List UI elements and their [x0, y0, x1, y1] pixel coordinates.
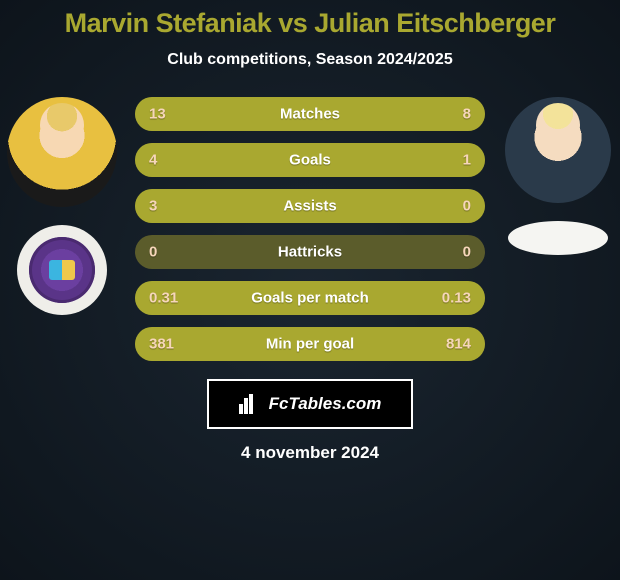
comparison-card: Marvin Stefaniak vs Julian Eitschberger …	[0, 0, 620, 463]
left-side	[7, 97, 117, 315]
stat-label: Goals	[289, 152, 331, 169]
stat-label: Assists	[283, 198, 336, 215]
stat-row: 0.31 0.13 Goals per match	[135, 281, 485, 315]
stat-value-right: 1	[463, 152, 471, 169]
stat-row: 0 0 Hattricks	[135, 235, 485, 269]
date-label: 4 november 2024	[0, 443, 620, 463]
stat-fill-right	[415, 143, 485, 177]
right-side	[503, 97, 613, 255]
stat-value-right: 0	[463, 198, 471, 215]
player-left-avatar	[7, 97, 117, 207]
page-title: Marvin Stefaniak vs Julian Eitschberger	[0, 8, 620, 39]
stat-value-right: 0	[463, 244, 471, 261]
stat-value-left: 0.31	[149, 290, 178, 307]
source-badge: FcTables.com	[207, 379, 413, 429]
stat-value-left: 381	[149, 336, 174, 353]
stat-value-left: 0	[149, 244, 157, 261]
stat-label: Goals per match	[251, 290, 369, 307]
stat-fill-left	[135, 143, 415, 177]
stat-value-right: 8	[463, 106, 471, 123]
stat-row: 381 814 Min per goal	[135, 327, 485, 361]
barchart-icon	[239, 394, 263, 414]
stat-row: 4 1 Goals	[135, 143, 485, 177]
main-row: 13 8 Matches 4 1 Goals 3 0 Assists 0 0 Hattricks 0.3…	[0, 97, 620, 361]
stat-row: 3 0 Assists	[135, 189, 485, 223]
player-right-avatar	[505, 97, 611, 203]
stat-label: Hattricks	[278, 244, 342, 261]
stat-bars: 13 8 Matches 4 1 Goals 3 0 Assists 0 0 Hattricks 0.3…	[135, 97, 485, 361]
stat-value-right: 814	[446, 336, 471, 353]
subtitle: Club competitions, Season 2024/2025	[0, 51, 620, 69]
stat-value-left: 13	[149, 106, 166, 123]
source-label: FcTables.com	[269, 394, 382, 414]
stat-label: Matches	[280, 106, 340, 123]
stat-label: Min per goal	[266, 336, 354, 353]
stat-value-left: 4	[149, 152, 157, 169]
stat-row: 13 8 Matches	[135, 97, 485, 131]
player-left-club-badge	[17, 225, 107, 315]
stat-value-left: 3	[149, 198, 157, 215]
stat-value-right: 0.13	[442, 290, 471, 307]
player-right-club-badge	[508, 221, 608, 255]
